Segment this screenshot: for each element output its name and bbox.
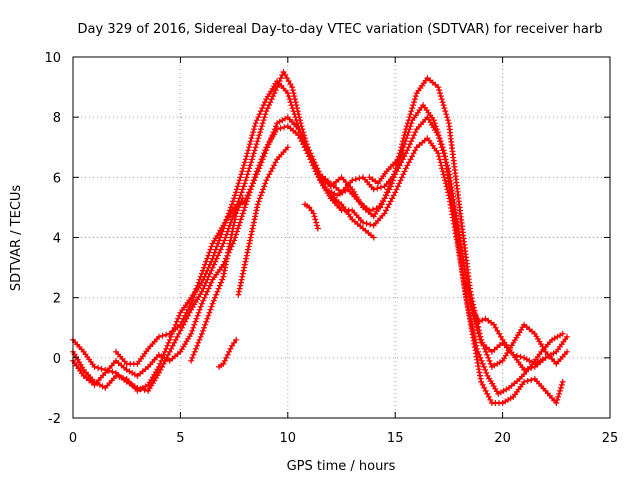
series-markers: [302, 201, 321, 232]
series-layer: [70, 69, 570, 406]
y-tick-label: 8: [53, 111, 61, 126]
y-tick-label: -2: [48, 412, 61, 427]
y-axis-label: SDTVAR / TECUs: [9, 185, 24, 292]
y-tick-label: 6: [53, 171, 61, 186]
x-tick-label: 5: [176, 431, 184, 446]
y-tick-label: 10: [44, 51, 61, 66]
chart-title: Day 329 of 2016, Sidereal Day-to-day VTE…: [78, 22, 603, 37]
series-markers: [188, 195, 246, 364]
x-tick-label: 0: [69, 431, 77, 446]
series-trace-7: [235, 144, 291, 298]
series-markers: [327, 192, 377, 241]
series-line: [237, 146, 289, 296]
x-axis-label: GPS time / hours: [287, 459, 396, 474]
tick-labels: 0 5 10 15 20 25 -2 0 2 4 6 8 10: [44, 51, 618, 446]
series-markers: [216, 336, 240, 370]
series-markers: [70, 69, 570, 394]
series-markers: [463, 279, 549, 367]
x-tick-label: 20: [494, 431, 511, 446]
y-tick-label: 2: [53, 292, 61, 307]
series-trace-11: [463, 279, 549, 367]
series-line: [71, 69, 569, 393]
series-trace-6: [216, 336, 240, 370]
x-tick-label: 25: [602, 431, 619, 446]
series-trace-10: [366, 150, 407, 187]
axis-ticks: [72, 56, 611, 419]
x-tick-label: 10: [280, 431, 297, 446]
x-tick-label: 15: [387, 431, 404, 446]
series-trace-9: [327, 192, 377, 241]
series-markers: [366, 150, 407, 187]
series-markers: [235, 144, 291, 298]
series-trace-5: [188, 195, 246, 364]
y-tick-label: 0: [53, 352, 61, 367]
series-trace-1: [70, 69, 570, 394]
series-trace-8: [302, 201, 321, 232]
y-tick-label: 4: [53, 232, 61, 247]
